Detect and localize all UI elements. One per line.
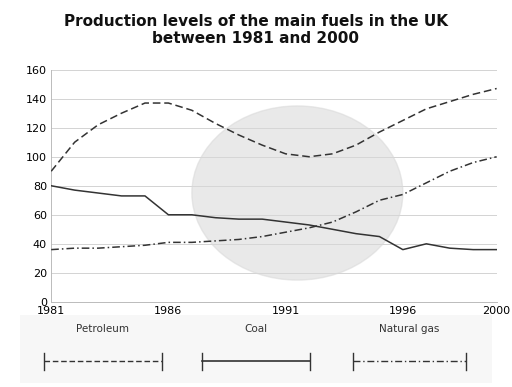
Ellipse shape <box>192 106 403 280</box>
Text: Natural gas: Natural gas <box>379 324 439 334</box>
Text: Coal: Coal <box>244 324 268 334</box>
Text: Petroleum: Petroleum <box>76 324 130 334</box>
Text: Production levels of the main fuels in the UK
between 1981 and 2000: Production levels of the main fuels in t… <box>64 14 448 46</box>
FancyBboxPatch shape <box>6 313 506 385</box>
